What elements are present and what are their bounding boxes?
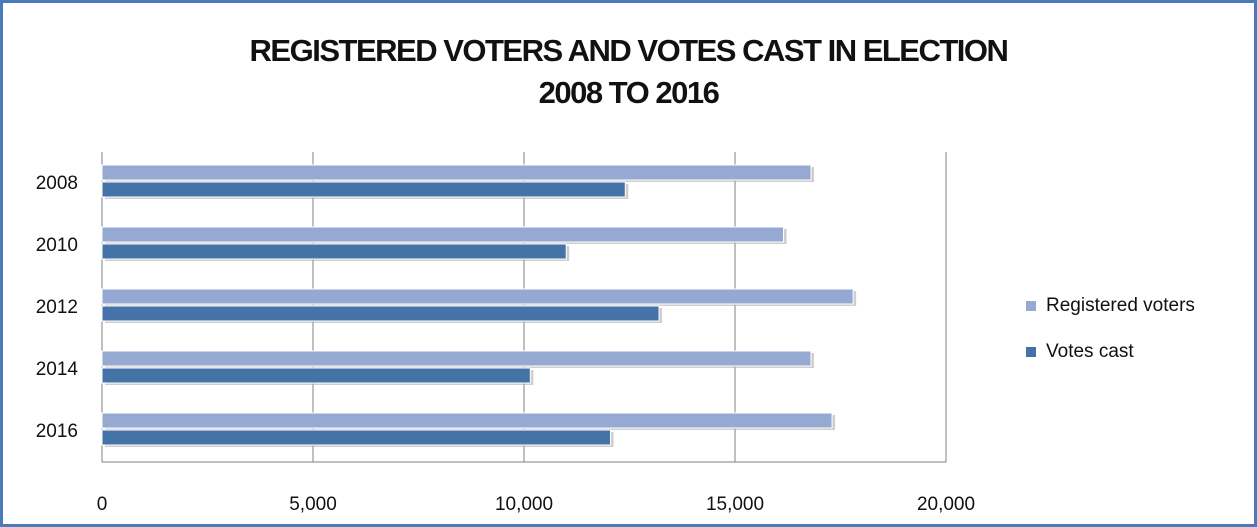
bars — [101, 164, 857, 447]
chart-title: REGISTERED VOTERS AND VOTES CAST IN ELEC… — [0, 30, 1257, 114]
legend-item-registered: Registered voters — [1026, 292, 1195, 320]
legend-swatch-votes — [1026, 347, 1036, 357]
bar-votes-cast-2016 — [101, 429, 612, 446]
chart-title-line-1: REGISTERED VOTERS AND VOTES CAST IN ELEC… — [249, 33, 1009, 68]
legend-item-votes: Votes cast — [1026, 338, 1195, 366]
bar-votes-cast-2008 — [101, 181, 626, 198]
bar-votes-cast-2012 — [101, 305, 660, 322]
x-tick-label: 15,000 — [706, 494, 764, 515]
x-tick-label: 20,000 — [917, 494, 975, 515]
bar-registered-voters-2014 — [101, 350, 812, 367]
y-tick-label: 2012 — [36, 297, 78, 318]
legend-swatch-registered — [1026, 301, 1036, 311]
bar-registered-voters-2012 — [101, 288, 854, 305]
legend-label-votes: Votes cast — [1046, 341, 1134, 362]
x-tick-label: 10,000 — [495, 494, 553, 515]
bar-registered-voters-2010 — [101, 226, 785, 243]
x-tick-label: 0 — [97, 494, 108, 515]
legend-label-registered: Registered voters — [1046, 295, 1195, 316]
bar-votes-cast-2014 — [101, 367, 531, 384]
bar-registered-voters-2008 — [101, 164, 812, 181]
y-tick-label: 2014 — [36, 359, 79, 380]
y-tick-label: 2008 — [36, 173, 78, 194]
y-tick-label: 2010 — [36, 235, 78, 256]
y-tick-label: 2016 — [36, 421, 78, 442]
chart-title-line-2: 2008 TO 2016 — [538, 75, 720, 110]
axis-labels: 0 5,000 10,000 15,000 20,000 2008 2010 2012 2014… — [36, 173, 975, 515]
legend: Registered voters Votes cast — [1026, 292, 1195, 384]
bar-votes-cast-2010 — [101, 243, 567, 260]
x-tick-label: 5,000 — [289, 494, 337, 515]
bar-registered-voters-2016 — [101, 412, 833, 429]
